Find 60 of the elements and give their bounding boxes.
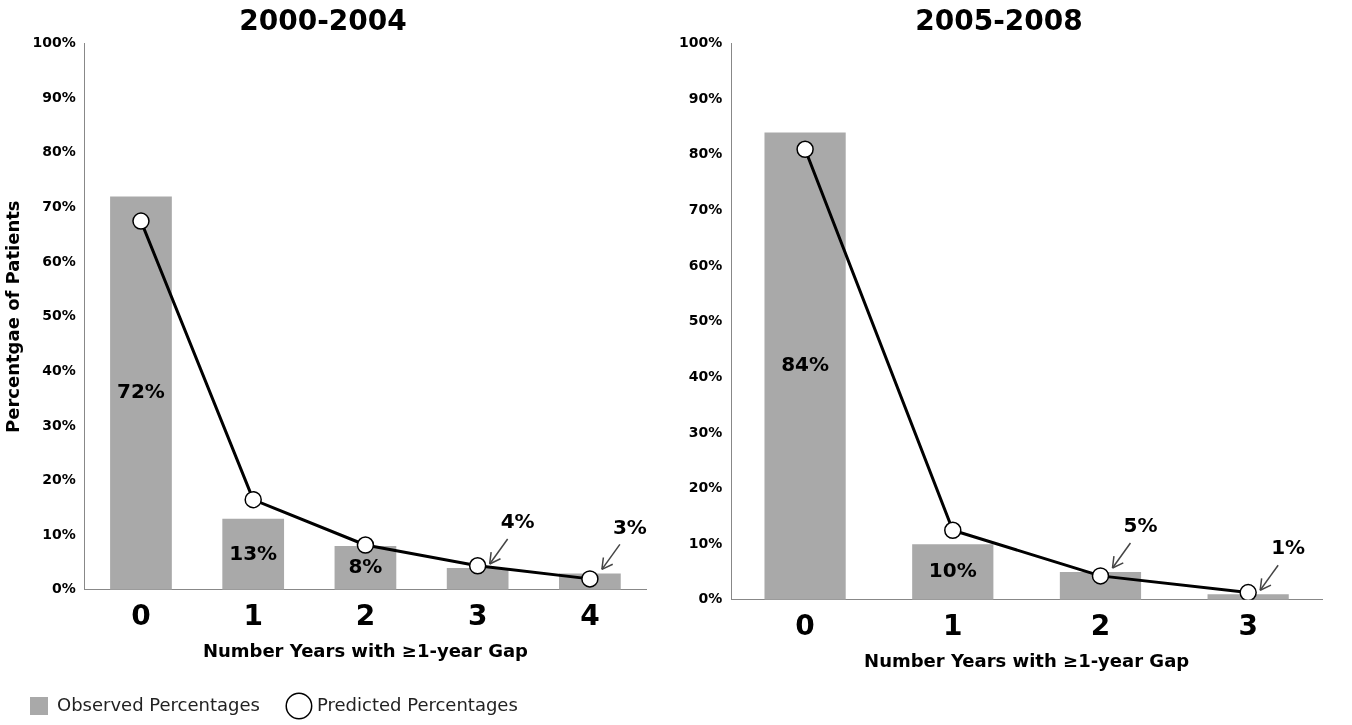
data-label: 3% — [612, 514, 647, 539]
y-axis-title: Percentgae of Patients — [2, 200, 24, 433]
point — [468, 557, 487, 575]
legend-label: Observed Percentages — [57, 693, 260, 715]
chart-title: 2005-2008 — [915, 4, 1083, 38]
data-label: 72% — [117, 379, 165, 404]
data-label: 10% — [928, 558, 977, 583]
y-tick-label: 50% — [42, 307, 76, 324]
point — [1091, 567, 1110, 585]
y-tick-label: 90% — [42, 88, 76, 105]
bar — [222, 518, 285, 590]
x-tick-label: 0 — [131, 598, 151, 632]
data-label: 5% — [1123, 513, 1158, 538]
x-axis-title: Number Years with ≥1-year Gap — [864, 649, 1190, 671]
chart-title: 2000-2004 — [239, 4, 407, 38]
y-tick-label: 70% — [688, 201, 723, 218]
y-tick-label: 40% — [688, 367, 723, 384]
x-tick-label: 1 — [943, 608, 963, 642]
point — [244, 490, 262, 509]
x-axis-title: Number Years with ≥1-year Gap — [202, 639, 529, 661]
point — [581, 570, 599, 588]
y-tick-label: 60% — [688, 256, 723, 273]
data-label: 1% — [1271, 535, 1306, 560]
x-tick-label: 2 — [355, 598, 376, 632]
x-tick-label: 4 — [580, 598, 600, 632]
bar — [110, 196, 172, 590]
point — [796, 140, 814, 159]
y-tick-label: 60% — [42, 252, 76, 269]
data-label: 84% — [781, 352, 830, 377]
data-label: 13% — [229, 540, 278, 565]
y-tick-label: 80% — [688, 145, 723, 162]
y-tick-label: 10% — [688, 534, 723, 551]
point — [356, 536, 375, 554]
x-tick-label: 1 — [243, 598, 263, 632]
point — [1239, 583, 1257, 600]
x-tick-label: 3 — [467, 598, 488, 632]
y-tick-label: 40% — [42, 361, 76, 378]
y-tick-label: 0% — [52, 580, 76, 597]
x-tick-label: 2 — [1090, 608, 1111, 642]
y-tick-label: 10% — [42, 525, 76, 542]
x-tick-label: 3 — [1238, 608, 1258, 642]
y-tick-label: 80% — [42, 143, 76, 160]
y-tick-label: 50% — [688, 312, 723, 329]
point — [132, 212, 150, 230]
y-tick-label: 100% — [678, 34, 723, 51]
y-tick-label: 70% — [42, 198, 76, 215]
y-tick-label: 30% — [688, 423, 723, 440]
data-label: 8% — [348, 554, 383, 579]
y-tick-label: 100% — [32, 34, 76, 51]
y-tick-label: 30% — [42, 416, 76, 433]
bar — [912, 544, 994, 600]
y-tick-label: 20% — [688, 479, 723, 496]
y-tick-label: 0% — [698, 590, 723, 607]
y-tick-label: 20% — [42, 471, 76, 488]
y-tick-label: 90% — [688, 89, 723, 106]
x-tick-label: 0 — [795, 608, 815, 642]
bar — [764, 132, 846, 600]
legend-label: Predicted Percentages — [316, 693, 518, 715]
point — [944, 521, 962, 540]
data-label: 4% — [500, 509, 535, 534]
